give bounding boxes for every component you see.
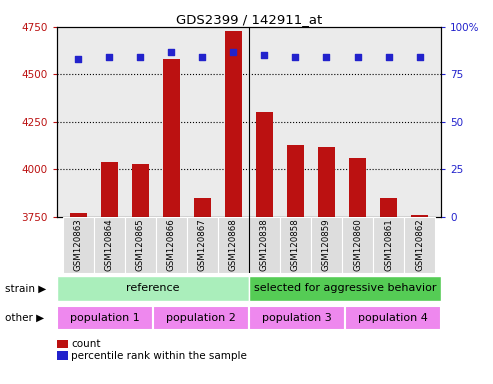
Bar <box>132 164 149 384</box>
Text: population 1: population 1 <box>70 313 140 323</box>
Text: GSM120863: GSM120863 <box>74 218 83 271</box>
Point <box>199 54 207 60</box>
Text: population 3: population 3 <box>262 313 332 323</box>
Bar <box>342 217 373 273</box>
Point <box>385 54 392 60</box>
Bar <box>256 113 273 384</box>
Point <box>353 54 361 60</box>
Bar <box>287 145 304 384</box>
Bar <box>187 217 218 273</box>
Bar <box>249 276 441 301</box>
Bar <box>101 162 118 384</box>
Text: reference: reference <box>126 283 179 293</box>
Bar <box>218 217 249 273</box>
Text: count: count <box>71 339 101 349</box>
Bar <box>57 306 153 330</box>
Text: GSM120868: GSM120868 <box>229 218 238 271</box>
Bar <box>411 215 428 384</box>
Bar <box>380 198 397 384</box>
Text: GSM120858: GSM120858 <box>291 218 300 271</box>
Bar <box>404 217 435 273</box>
Point <box>416 54 423 60</box>
Bar <box>156 217 187 273</box>
Text: GSM120867: GSM120867 <box>198 218 207 271</box>
Text: population 2: population 2 <box>166 313 236 323</box>
Bar <box>349 158 366 384</box>
Point <box>168 48 176 55</box>
Point <box>291 54 299 60</box>
Bar <box>225 31 242 384</box>
Point <box>260 52 268 58</box>
Title: GDS2399 / 142911_at: GDS2399 / 142911_at <box>176 13 322 26</box>
Bar <box>94 217 125 273</box>
Bar <box>249 306 345 330</box>
Bar <box>373 217 404 273</box>
Text: GSM120866: GSM120866 <box>167 218 176 271</box>
Text: GSM120865: GSM120865 <box>136 218 145 271</box>
Bar <box>194 198 211 384</box>
Text: percentile rank within the sample: percentile rank within the sample <box>71 351 247 361</box>
Bar <box>311 217 342 273</box>
Text: GSM120859: GSM120859 <box>322 218 331 271</box>
Text: other ▶: other ▶ <box>5 313 44 323</box>
Bar <box>153 306 249 330</box>
Text: GSM120838: GSM120838 <box>260 218 269 271</box>
Bar <box>125 217 156 273</box>
Bar <box>163 59 180 384</box>
Text: population 4: population 4 <box>358 313 428 323</box>
Text: GSM120862: GSM120862 <box>415 218 424 271</box>
Text: strain ▶: strain ▶ <box>5 283 46 293</box>
Point <box>230 48 238 55</box>
Text: GSM120864: GSM120864 <box>105 218 114 271</box>
Point <box>322 54 330 60</box>
Bar <box>280 217 311 273</box>
Text: GSM120861: GSM120861 <box>384 218 393 271</box>
Bar <box>318 147 335 384</box>
Bar <box>249 217 280 273</box>
Bar <box>345 306 441 330</box>
Bar <box>70 213 87 384</box>
Point <box>137 54 144 60</box>
Point <box>106 54 113 60</box>
Bar <box>57 276 249 301</box>
Text: GSM120860: GSM120860 <box>353 218 362 271</box>
Text: selected for aggressive behavior: selected for aggressive behavior <box>254 283 436 293</box>
Bar <box>63 217 94 273</box>
Point <box>74 56 82 62</box>
